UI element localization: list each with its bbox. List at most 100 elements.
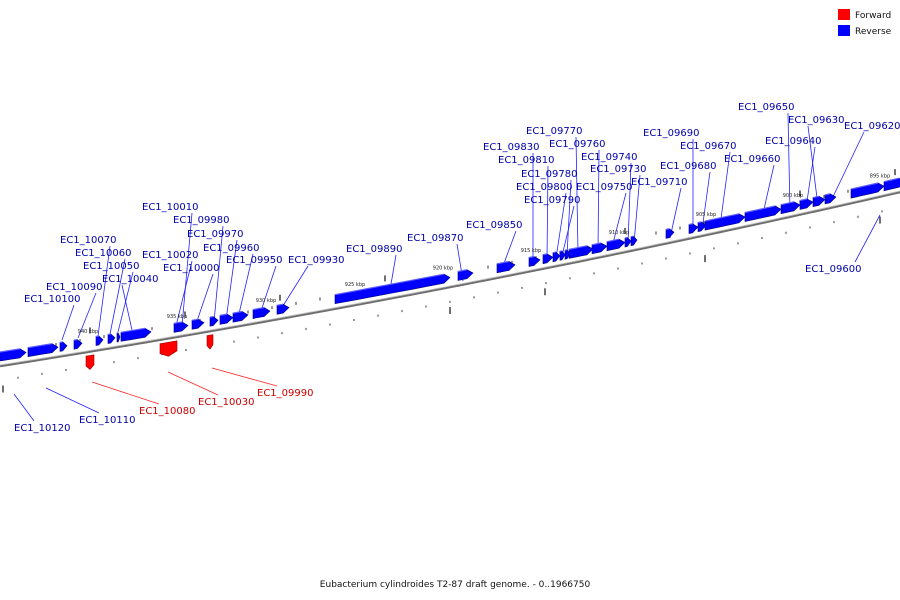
gene-arrow[interactable] xyxy=(276,303,290,315)
gene-arrow[interactable] xyxy=(73,339,83,350)
gene-label[interactable]: EC1_10010 xyxy=(142,202,198,213)
gene-label[interactable]: EC1_09960 xyxy=(203,243,259,254)
gene-feature[interactable] xyxy=(116,332,121,343)
gene-feature[interactable] xyxy=(206,334,214,350)
gene-arrow[interactable] xyxy=(552,251,561,263)
gene-label[interactable]: EC1_09800 xyxy=(516,182,572,193)
gene-feature[interactable] xyxy=(824,193,837,205)
gene-feature[interactable] xyxy=(744,205,782,222)
gene-label[interactable]: EC1_09690 xyxy=(643,128,699,139)
gene-label[interactable]: EC1_09950 xyxy=(226,255,282,266)
gene-feature[interactable] xyxy=(559,250,566,261)
gene-label[interactable]: EC1_09730 xyxy=(590,164,646,175)
gene-arrow[interactable] xyxy=(824,193,837,205)
gene-feature[interactable] xyxy=(850,182,885,199)
gene-feature[interactable] xyxy=(107,333,116,344)
gene-label[interactable]: EC1_09740 xyxy=(581,152,637,163)
gene-feature[interactable] xyxy=(528,255,541,267)
gene-feature[interactable] xyxy=(704,213,746,231)
gene-label[interactable]: EC1_09780 xyxy=(521,169,577,180)
gene-label[interactable]: EC1_09830 xyxy=(483,142,539,153)
gene-label[interactable]: EC1_10050 xyxy=(83,261,139,272)
gene-arrow[interactable] xyxy=(177,321,189,333)
gene-arrow[interactable] xyxy=(95,335,104,346)
gene-label[interactable]: EC1_10100 xyxy=(24,294,80,305)
gene-feature[interactable] xyxy=(209,316,219,327)
gene-feature[interactable] xyxy=(630,235,638,247)
gene-feature[interactable] xyxy=(252,307,271,319)
gene-label[interactable]: EC1_09870 xyxy=(407,233,463,244)
gene-arrow[interactable] xyxy=(191,318,205,330)
gene-arrow[interactable] xyxy=(116,332,121,343)
gene-label[interactable]: EC1_10000 xyxy=(163,263,219,274)
gene-feature[interactable] xyxy=(27,343,59,357)
gene-label[interactable]: EC1_09790 xyxy=(524,195,580,206)
gene-feature[interactable] xyxy=(568,245,594,259)
gene-arrow[interactable] xyxy=(107,333,116,344)
gene-arrow[interactable] xyxy=(542,253,554,265)
gene-arrow[interactable] xyxy=(568,245,594,259)
gene-label[interactable]: EC1_10040 xyxy=(102,274,158,285)
gene-label[interactable]: EC1_09640 xyxy=(765,136,821,147)
gene-feature[interactable] xyxy=(191,318,205,330)
gene-label[interactable]: EC1_10060 xyxy=(75,248,131,259)
gene-feature[interactable] xyxy=(232,310,249,323)
gene-feature[interactable] xyxy=(883,177,900,192)
gene-feature[interactable] xyxy=(542,253,554,265)
gene-arrow[interactable] xyxy=(209,316,219,327)
gene-feature[interactable] xyxy=(59,341,68,352)
gene-arrow[interactable] xyxy=(665,228,675,239)
gene-arrow[interactable] xyxy=(630,235,638,247)
gene-label[interactable]: EC1_09890 xyxy=(346,244,402,255)
gene-feature[interactable] xyxy=(0,348,27,362)
gene-label[interactable]: EC1_09680 xyxy=(660,161,716,172)
gene-label[interactable]: EC1_09660 xyxy=(724,154,780,165)
gene-label[interactable]: EC1_10120 xyxy=(14,423,70,434)
gene-feature[interactable] xyxy=(95,335,104,346)
gene-arrow[interactable] xyxy=(812,195,826,207)
gene-label[interactable]: EC1_10070 xyxy=(60,235,116,246)
gene-feature[interactable] xyxy=(120,327,152,342)
gene-feature[interactable] xyxy=(624,236,632,248)
gene-feature[interactable] xyxy=(334,273,451,305)
gene-arrow[interactable] xyxy=(528,256,541,267)
gene-arrow[interactable] xyxy=(206,334,214,350)
gene-feature[interactable] xyxy=(665,228,675,239)
gene-label[interactable]: EC1_09970 xyxy=(187,229,243,240)
gene-label[interactable]: EC1_09850 xyxy=(466,220,522,231)
gene-feature[interactable] xyxy=(177,321,189,333)
gene-label[interactable]: EC1_09600 xyxy=(805,264,861,275)
gene-label[interactable]: EC1_10110 xyxy=(79,415,135,426)
gene-arrow[interactable] xyxy=(159,340,178,357)
gene-feature[interactable] xyxy=(606,238,626,252)
gene-label[interactable]: EC1_10020 xyxy=(142,250,198,261)
gene-arrow[interactable] xyxy=(624,237,632,248)
gene-arrow[interactable] xyxy=(85,354,95,370)
gene-label[interactable]: EC1_09670 xyxy=(680,141,736,152)
gene-feature[interactable] xyxy=(697,221,707,232)
gene-feature[interactable] xyxy=(219,313,234,325)
gene-label[interactable]: EC1_10080 xyxy=(139,406,195,417)
gene-feature[interactable] xyxy=(780,201,801,215)
gene-feature[interactable] xyxy=(276,303,290,315)
gene-label[interactable]: EC1_09990 xyxy=(257,388,313,399)
gene-feature[interactable] xyxy=(812,195,826,207)
gene-feature[interactable] xyxy=(73,339,83,350)
gene-label[interactable]: EC1_09620 xyxy=(844,121,900,132)
gene-feature[interactable] xyxy=(159,340,178,357)
gene-label[interactable]: EC1_09930 xyxy=(288,255,344,266)
gene-feature[interactable] xyxy=(85,354,95,370)
gene-arrow[interactable] xyxy=(59,341,68,352)
gene-arrow[interactable] xyxy=(0,348,27,362)
gene-arrow[interactable] xyxy=(688,223,699,234)
gene-label[interactable]: EC1_09980 xyxy=(173,215,229,226)
gene-label[interactable]: EC1_09710 xyxy=(631,177,687,188)
gene-arrow[interactable] xyxy=(559,250,566,261)
gene-feature[interactable] xyxy=(591,242,608,255)
gene-label[interactable]: EC1_09650 xyxy=(738,102,794,113)
gene-feature[interactable] xyxy=(552,251,561,263)
gene-label[interactable]: EC1_09770 xyxy=(526,126,582,137)
gene-label[interactable]: EC1_09750 xyxy=(576,182,632,193)
gene-label[interactable]: EC1_10090 xyxy=(46,282,102,293)
gene-label[interactable]: EC1_09810 xyxy=(498,155,554,166)
